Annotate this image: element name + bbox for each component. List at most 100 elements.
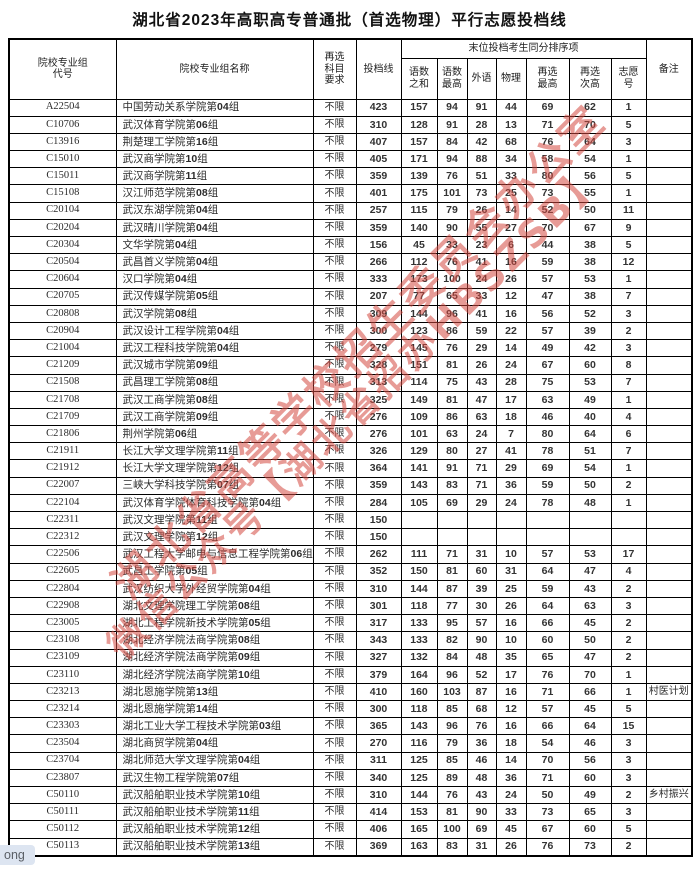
cell-sort-value: 73	[525, 184, 570, 203]
cell-sort-value: 57	[525, 545, 570, 564]
cell-sort-value: 9	[610, 218, 647, 238]
cell-remark	[645, 803, 693, 822]
cell-sort-value: 24	[466, 425, 497, 444]
table-row: C22311 武汉文理学院第11组 不限 150	[8, 510, 693, 530]
header-sort-reselect-second: 再选 次高	[568, 57, 612, 100]
cell-sort-value: 7	[495, 425, 527, 444]
cell-sort-value: 2	[610, 631, 647, 650]
cell-sort-value: 38	[568, 287, 612, 306]
cell-group-name: 武汉工程大学邮电与信息工程学院第06组	[115, 545, 314, 564]
cell-sort-value: 2	[610, 648, 647, 667]
cell-remark	[645, 321, 693, 341]
cell-remark	[645, 150, 693, 169]
cell-group-code: C20304	[8, 235, 117, 255]
cell-sort-value: 26	[495, 837, 527, 857]
cell-subject-requirement: 不限	[312, 717, 357, 736]
cell-group-name: 汉江师范学院第08组	[115, 184, 314, 203]
cell-sort-value: 48	[466, 768, 497, 788]
cell-sort-value: 17	[495, 390, 527, 409]
cell-group-name: 武昌理工学院第08组	[115, 373, 314, 392]
cell-sort-value: 63	[568, 596, 612, 616]
cell-remark	[645, 115, 693, 134]
cell-group-code: C20204	[8, 218, 117, 238]
cell-group-name: 武汉晴川学院第04组	[115, 218, 314, 238]
cell-group-name: 武汉商学院第11组	[115, 167, 314, 186]
cell-admission-line: 325	[355, 390, 402, 409]
cell-sort-value: 3	[610, 751, 647, 770]
cell-group-code: C23704	[8, 751, 117, 770]
table-row: C20104 武汉东湖学院第04组 不限 257 115 79 26 14 52…	[8, 201, 693, 220]
cell-subject-requirement: 不限	[312, 356, 357, 375]
table-row: C22605 武昌工学院第05组 不限 352 150 81 60 31 64 …	[8, 562, 693, 581]
cell-group-name: 武汉体育学院第06组	[115, 115, 314, 134]
cell-sort-value: 149	[400, 390, 438, 409]
cell-subject-requirement: 不限	[312, 442, 357, 461]
cell-remark	[645, 631, 693, 650]
cell-group-code: C20104	[8, 201, 117, 220]
cell-sort-value: 43	[466, 785, 497, 805]
cell-sort-value: 171	[400, 150, 438, 169]
cell-sort-value: 144	[400, 304, 438, 323]
table-row: C15011 武汉商学院第11组 不限 359 139 76 51 33 80 …	[8, 167, 693, 186]
cell-sort-value: 40	[568, 407, 612, 427]
cell-sort-value: 67	[525, 356, 570, 375]
cell-sort-value: 6	[495, 235, 527, 255]
cell-sort-value: 16	[495, 717, 527, 736]
cell-admission-line: 401	[355, 184, 402, 203]
cell-group-name: 湖北恩施学院第14组	[115, 700, 314, 719]
cell-sort-value: 43	[466, 373, 497, 392]
cell-sort-value: 55	[568, 184, 612, 203]
cell-sort-value: 15	[610, 717, 647, 736]
cell-sort-value: 18	[495, 734, 527, 753]
cell-admission-line: 310	[355, 785, 402, 805]
cell-sort-value: 86	[436, 407, 468, 427]
cell-sort-value: 54	[568, 459, 612, 478]
cell-sort-value: 65	[568, 803, 612, 822]
cell-sort-value: 33	[436, 235, 468, 255]
cell-sort-value: 49	[568, 785, 612, 805]
cell-sort-value: 157	[400, 98, 438, 117]
cell-remark: 乡村振兴	[645, 785, 693, 805]
cell-sort-value: 82	[436, 631, 468, 650]
cell-sort-value: 68	[466, 700, 497, 719]
cell-sort-value: 71	[525, 768, 570, 788]
cell-admission-line: 311	[355, 751, 402, 770]
cell-subject-requirement: 不限	[312, 665, 357, 684]
cell-remark	[645, 700, 693, 719]
cell-sort-value: 175	[400, 184, 438, 203]
cell-admission-line: 410	[355, 682, 402, 702]
cell-subject-requirement: 不限	[312, 373, 357, 392]
header-sort-physics: 物理	[495, 57, 527, 100]
cell-sort-value: 69	[466, 820, 497, 839]
cell-group-name: 长江大学文理学院第11组	[115, 442, 314, 461]
cell-sort-value: 1	[610, 270, 647, 289]
cell-sort-value: 80	[525, 167, 570, 186]
cell-sort-value: 29	[495, 459, 527, 478]
cell-sort-value: 91	[436, 115, 468, 134]
cell-sort-value: 59	[466, 321, 497, 341]
cell-group-name: 湖北恩施学院第13组	[115, 682, 314, 702]
cell-sort-value: 70	[525, 218, 570, 238]
table-row: C22104 武汉体育学院体育科技学院第04组 不限 284 105 69 29…	[8, 493, 693, 513]
cell-sort-value: 62	[568, 98, 612, 117]
cell-group-code: C50112	[8, 820, 117, 839]
cell-sort-value: 36	[466, 734, 497, 753]
table-row: C21508 武昌理工学院第08组 不限 313 114 75 43 28 75…	[8, 373, 693, 392]
cell-remark: 村医计划	[645, 682, 693, 702]
cell-sort-value: 51	[466, 167, 497, 186]
cell-sort-value: 112	[400, 253, 438, 272]
cell-sort-value: 43	[568, 579, 612, 598]
cell-sort-value: 1	[610, 459, 647, 478]
cell-sort-value: 144	[400, 579, 438, 598]
header-group-name: 院校专业组名称	[115, 38, 314, 100]
cell-subject-requirement: 不限	[312, 700, 357, 719]
cell-sort-value: 86	[436, 321, 468, 341]
cell-sort-value: 83	[436, 837, 468, 857]
cell-remark	[645, 768, 693, 788]
cell-remark	[645, 545, 693, 564]
table-header-row-1: 院校专业组 代号 院校专业组名称 再选 科目 要求 投档线 末位投档考生同分排序…	[8, 38, 693, 100]
cell-remark	[645, 751, 693, 770]
cell-remark	[645, 579, 693, 598]
cell-group-name: 武汉城市学院第09组	[115, 356, 314, 375]
cell-group-name: 长江大学文理学院第12组	[115, 459, 314, 478]
